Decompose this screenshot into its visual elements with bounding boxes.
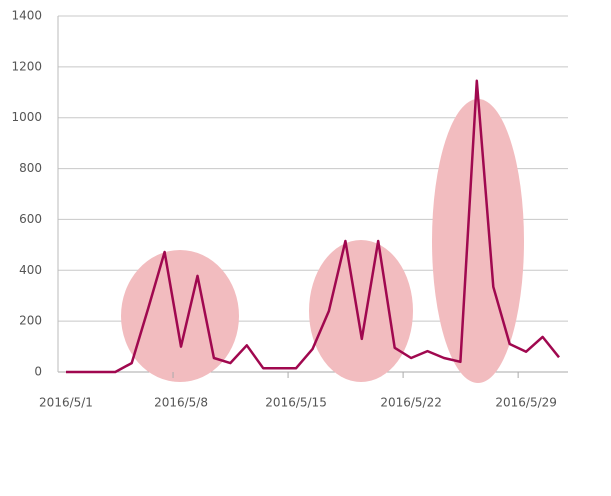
x-tick-label: 2016/5/29 <box>495 396 557 410</box>
highlight-ellipse <box>309 240 413 382</box>
y-tick-label: 600 <box>19 212 42 226</box>
y-tick-label: 200 <box>19 314 42 328</box>
x-tick-label: 2016/5/1 <box>39 396 93 410</box>
highlight-ellipse <box>121 250 239 382</box>
y-tick-label: 1000 <box>11 110 42 124</box>
y-tick-label: 800 <box>19 161 42 175</box>
series-line <box>66 79 560 374</box>
highlight-ellipse <box>432 99 524 383</box>
y-tick-label: 1400 <box>11 9 42 23</box>
y-tick-label: 0 <box>34 365 42 379</box>
y-tick-label: 400 <box>19 263 42 277</box>
y-tick-label: 1200 <box>11 59 42 73</box>
x-tick-label: 2016/5/15 <box>265 396 327 410</box>
x-tick-label: 2016/5/8 <box>154 396 208 410</box>
x-tick-label: 2016/5/22 <box>380 396 442 410</box>
